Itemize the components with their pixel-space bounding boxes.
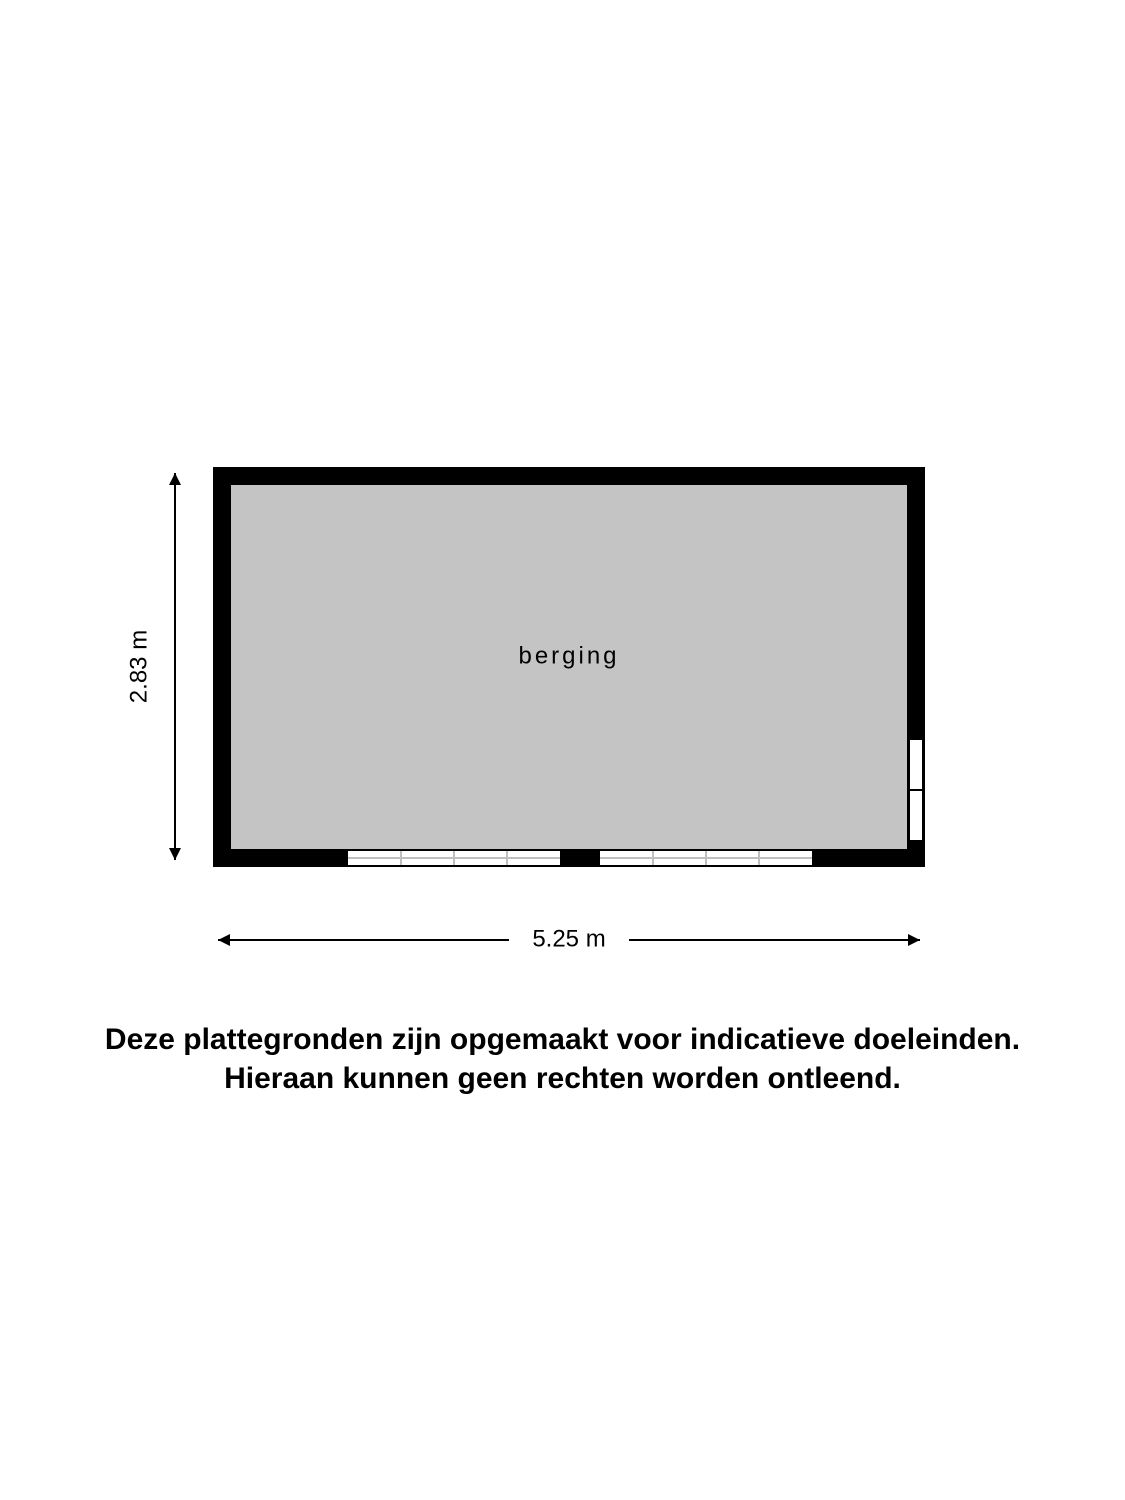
- dimension-horizontal-label: 5.25 m: [532, 925, 605, 952]
- room-label: berging: [518, 642, 619, 669]
- floorplan-canvas: berging 2.83 m 5.25 m Deze plattegronden z…: [0, 0, 1125, 1500]
- disclaimer-line-1: Deze plattegronden zijn opgemaakt voor i…: [105, 1023, 1020, 1056]
- floorplan-svg: berging 2.83 m 5.25 m: [0, 0, 1125, 1500]
- dimension-vertical-label: 2.83 m: [125, 630, 152, 703]
- disclaimer-line-2: Hieraan kunnen geen rechten worden ontle…: [224, 1062, 901, 1095]
- disclaimer-block: Deze plattegronden zijn opgemaakt voor i…: [0, 1020, 1125, 1098]
